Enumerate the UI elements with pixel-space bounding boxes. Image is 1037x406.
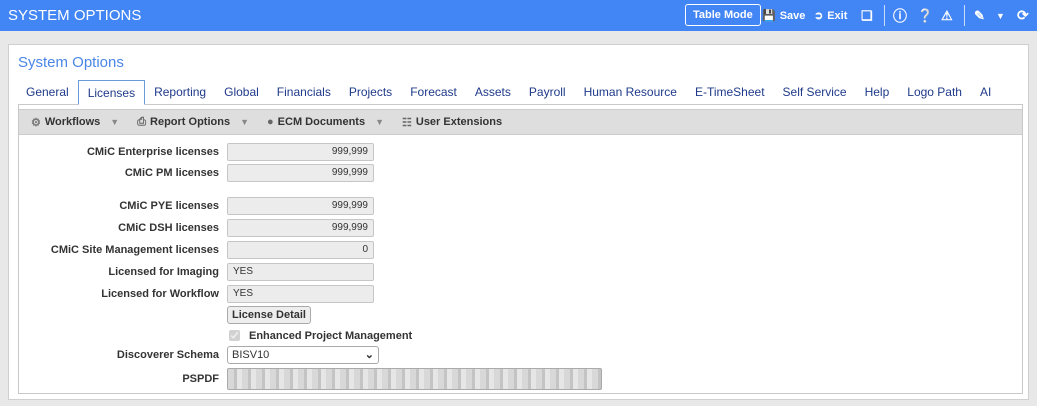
- field-label: CMiC Site Management licenses: [50, 244, 219, 256]
- pspdf-row: PSPDF: [19, 368, 1022, 390]
- hierarchy-icon: ☷: [402, 116, 412, 129]
- license-detail-row: License Detail: [19, 306, 1022, 324]
- tab-ai[interactable]: AI: [979, 85, 992, 99]
- ecm-icon: ●: [267, 116, 274, 128]
- help-icon[interactable]: ❔: [917, 7, 934, 23]
- workflows-menu[interactable]: ⚙ Workflows ▼: [31, 116, 129, 129]
- table-mode-label: Table Mode: [693, 9, 753, 21]
- field-label: CMiC DSH licenses: [118, 222, 219, 234]
- field-value: 999,999: [227, 164, 374, 182]
- tab-financials[interactable]: Financials: [276, 85, 331, 99]
- ecm-documents-menu[interactable]: ● ECM Documents ▼: [267, 116, 394, 128]
- save-button[interactable]: 💾 Save: [762, 0, 805, 31]
- tab-help[interactable]: Help: [864, 85, 890, 99]
- chevron-down-icon: ▼: [375, 117, 384, 127]
- enhanced-pm-row: Enhanced Project Management: [19, 327, 1022, 345]
- field-label: Licensed for Workflow: [101, 288, 219, 300]
- pspdf-textarea[interactable]: [227, 368, 602, 390]
- top-bar: SYSTEM OPTIONS Table Mode 💾 Save ➲ Exit ❏ …: [0, 0, 1037, 31]
- field-value: 999,999: [227, 143, 374, 161]
- tab-bar: General Licenses Reporting Global Financials…: [17, 80, 1000, 105]
- tab-human-resource[interactable]: Human Resource: [583, 85, 677, 99]
- edit-icon[interactable]: ✎: [974, 7, 985, 23]
- gears-icon: ⚙: [31, 116, 41, 129]
- field-label: CMiC PYE licenses: [119, 200, 219, 212]
- tab-self-service[interactable]: Self Service: [782, 85, 847, 99]
- license-detail-button[interactable]: License Detail: [227, 306, 311, 324]
- tab-logo-path[interactable]: Logo Path: [907, 85, 962, 99]
- user-extensions-label: User Extensions: [415, 116, 503, 128]
- warning-icon[interactable]: ⚠: [941, 7, 953, 23]
- windows-icon[interactable]: ❏: [861, 7, 873, 23]
- field-row: CMiC DSH licenses 999,999: [19, 219, 1022, 237]
- licenses-content: ⚙ Workflows ▼ ⎙ Report Options ▼ ● ECM Docume…: [18, 104, 1023, 394]
- tab-reporting[interactable]: Reporting: [154, 85, 207, 99]
- content-toolbar: ⚙ Workflows ▼ ⎙ Report Options ▼ ● ECM Docume…: [19, 109, 1022, 135]
- enhanced-pm-checkbox[interactable]: [229, 330, 240, 341]
- field-label: CMiC Enterprise licenses: [86, 146, 219, 158]
- app-title: SYSTEM OPTIONS: [8, 7, 142, 24]
- field-label: Licensed for Imaging: [108, 266, 219, 278]
- field-value: YES: [227, 285, 374, 303]
- system-options-panel: System Options General Licenses Reporting G…: [8, 44, 1029, 400]
- exit-label: Exit: [827, 9, 848, 22]
- discoverer-label: Discoverer Schema: [116, 349, 219, 361]
- workflows-label: Workflows: [44, 116, 101, 128]
- tab-assets[interactable]: Assets: [474, 85, 511, 99]
- exit-icon: ➲: [814, 10, 824, 22]
- tab-forecast[interactable]: Forecast: [410, 85, 457, 99]
- tab-licenses[interactable]: Licenses: [77, 80, 146, 105]
- field-value: YES: [227, 263, 374, 281]
- divider: [964, 5, 965, 26]
- field-row: CMiC PYE licenses 999,999: [19, 197, 1022, 215]
- field-row: CMiC Enterprise licenses 999,999: [19, 143, 1022, 161]
- pspdf-label: PSPDF: [182, 373, 219, 385]
- discoverer-select[interactable]: BISV10 ⌄: [227, 346, 379, 364]
- tab-global[interactable]: Global: [224, 85, 259, 99]
- field-row: Licensed for Imaging YES: [19, 263, 1022, 281]
- field-row: CMiC Site Management licenses 0: [19, 241, 1022, 259]
- field-row: CMiC PM licenses 999,999: [19, 164, 1022, 182]
- divider: [884, 5, 885, 26]
- field-value: 999,999: [227, 219, 374, 237]
- tab-projects[interactable]: Projects: [348, 85, 393, 99]
- field-label: CMiC PM licenses: [124, 167, 219, 179]
- refresh-icon[interactable]: ⟳: [1017, 7, 1029, 23]
- field-value: 0: [227, 241, 374, 259]
- chevron-down-icon: ▼: [110, 117, 120, 127]
- tab-payroll[interactable]: Payroll: [528, 85, 566, 99]
- field-value: 999,999: [227, 197, 374, 215]
- save-icon: 💾: [762, 10, 776, 22]
- report-options-label: Report Options: [150, 116, 231, 128]
- discoverer-value: BISV10: [232, 349, 270, 361]
- enhanced-pm-label: Enhanced Project Management: [249, 330, 413, 342]
- field-row: Licensed for Workflow YES: [19, 285, 1022, 303]
- save-label: Save: [779, 9, 806, 22]
- table-mode-button[interactable]: Table Mode: [685, 4, 761, 26]
- chevron-down-icon: ▼: [240, 117, 250, 127]
- chevron-down-icon: ⌄: [364, 349, 374, 361]
- discoverer-row: Discoverer Schema BISV10 ⌄: [19, 346, 1022, 364]
- exit-button[interactable]: ➲ Exit: [814, 0, 847, 31]
- panel-title: System Options: [18, 54, 124, 71]
- tab-e-timesheet[interactable]: E-TimeSheet: [694, 85, 765, 99]
- ecm-documents-label: ECM Documents: [277, 116, 366, 128]
- user-extensions-button[interactable]: ☷ User Extensions: [402, 116, 502, 129]
- report-options-menu[interactable]: ⎙ Report Options ▼: [137, 116, 259, 129]
- info-icon[interactable]: ⓘ: [893, 7, 907, 24]
- printer-icon: ⎙: [137, 115, 147, 128]
- chevron-down-icon[interactable]: ▼: [996, 10, 1005, 21]
- tab-general[interactable]: General: [26, 85, 69, 99]
